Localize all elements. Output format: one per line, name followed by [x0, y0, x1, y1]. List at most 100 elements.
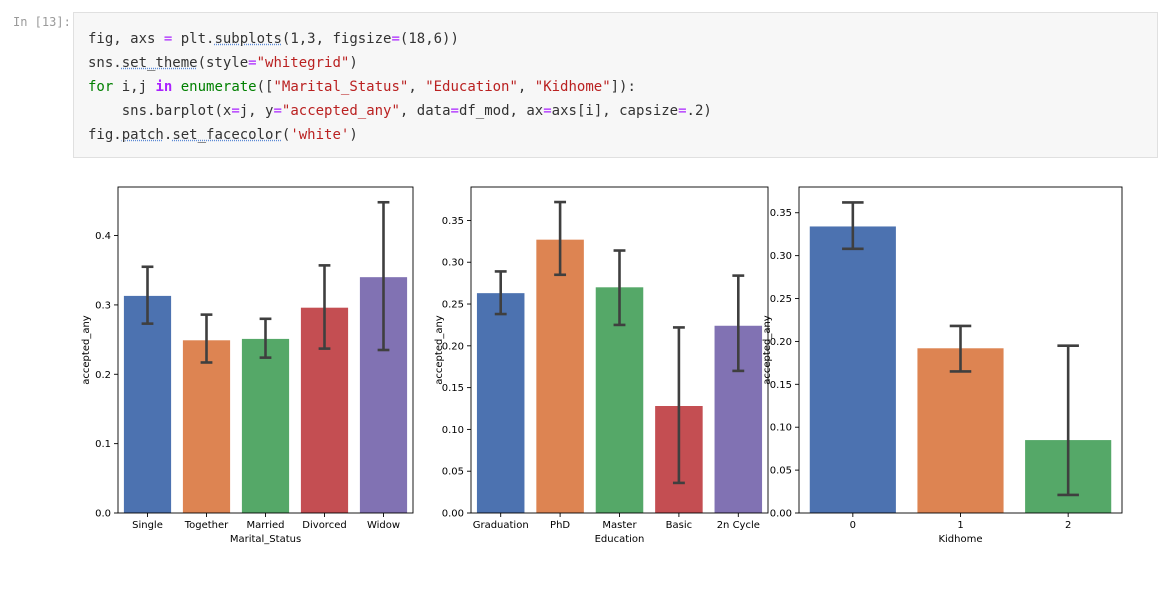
code-token: = — [248, 55, 257, 71]
code-cell[interactable]: fig, axs = plt.subplots(1,3, figsize=(18… — [73, 12, 1158, 158]
x-tick-label: Basic — [666, 520, 692, 531]
y-tick-label: 0.4 — [95, 231, 111, 242]
x-tick-label: Together — [184, 520, 229, 531]
x-tick-label: 0 — [850, 520, 856, 531]
code-token: ) — [349, 55, 358, 71]
code-token: . — [163, 127, 173, 143]
code-line-2: sns.set_theme(style="whitegrid") — [88, 51, 712, 75]
chart-2: 0.00 0.05 0.10 0.15 0.20 0.25 0.30 0.35 Graduati… — [434, 186, 769, 545]
y-tick-label: 0.05 — [770, 466, 792, 477]
bar-Graduation — [476, 293, 525, 513]
x-axis-label: Marital_Status — [230, 534, 301, 545]
bar-1 — [917, 348, 1004, 513]
y-tick-label: 0.15 — [770, 380, 792, 391]
code-line-5: fig.patch.set_facecolor('white') — [88, 123, 712, 147]
code-token: (18,6)) — [399, 31, 459, 47]
code-token: , data — [399, 103, 451, 119]
code-token: = — [543, 103, 552, 119]
code-token: ) — [349, 127, 358, 143]
code-token: "Kidhome" — [534, 79, 611, 95]
code-token: (style — [197, 55, 249, 71]
bar-Together — [182, 340, 231, 513]
code-line-3: for i,j in enumerate(["Marital_Status", … — [88, 75, 712, 99]
code-token: = — [678, 103, 687, 119]
code-token: fig. — [88, 127, 122, 143]
code-token: plt. — [172, 31, 215, 47]
code-token: in — [155, 79, 173, 95]
code-token: subplots — [214, 31, 282, 47]
y-axis-label: accepted_any — [762, 315, 773, 385]
y-tick-label: 0.15 — [442, 383, 464, 394]
code-token: ]): — [610, 79, 636, 95]
y-tick-label: 0.2 — [95, 370, 111, 381]
code-token: j, y — [239, 103, 274, 119]
code-token: ( — [281, 127, 291, 143]
y-axis-label: accepted_any — [81, 315, 92, 385]
code-token: = — [231, 103, 240, 119]
code-token: set_theme — [121, 55, 198, 71]
code-token: = — [450, 103, 459, 119]
code-token: sns. — [88, 103, 156, 119]
y-tick-label: 0.10 — [770, 423, 792, 434]
x-tick-label: Widow — [367, 520, 400, 531]
code-editor[interactable]: fig, axs = plt.subplots(1,3, figsize=(18… — [88, 27, 712, 147]
code-token: df_mod, ax — [458, 103, 544, 119]
code-token: "whitegrid" — [256, 55, 350, 71]
x-tick-label: 2 — [1065, 520, 1071, 531]
code-token: barplot — [155, 103, 215, 119]
x-axis-label: Education — [595, 534, 645, 545]
chart-3: 0.00 0.05 0.10 0.15 0.20 0.25 0.30 0.35 0 1 2 Kidho… — [762, 186, 1123, 545]
x-tick-label: 2n Cycle — [717, 520, 760, 531]
code-token: "Education" — [425, 79, 518, 95]
code-token: enumerate — [180, 79, 257, 95]
x-tick-label: Divorced — [302, 520, 346, 531]
bar-0 — [809, 226, 896, 513]
y-axis-label: accepted_any — [434, 315, 445, 385]
y-tick-label: 0.25 — [770, 294, 792, 305]
code-token: .2) — [686, 103, 712, 119]
cell-prompt: In [13]: — [13, 15, 71, 29]
code-token: = — [163, 31, 173, 47]
code-token: fig, axs — [88, 31, 164, 47]
code-token: , — [408, 79, 426, 95]
y-tick-label: 0.05 — [442, 467, 464, 478]
code-token: axs[i], capsize — [551, 103, 679, 119]
code-line-4: sns.barplot(x=j, y="accepted_any", data=… — [88, 99, 712, 123]
x-axis-label: Kidhome — [938, 534, 982, 545]
code-line-1: fig, axs = plt.subplots(1,3, figsize=(18… — [88, 27, 712, 51]
y-tick-label: 0.0 — [95, 509, 111, 520]
code-token: (x — [214, 103, 232, 119]
code-token: for — [88, 79, 114, 95]
y-tick-label: 0.25 — [442, 300, 464, 311]
y-tick-label: 0.10 — [442, 425, 464, 436]
x-tick-label: Graduation — [473, 520, 529, 531]
code-token: "Marital_Status" — [273, 79, 409, 95]
y-tick-label: 0.3 — [95, 300, 111, 311]
code-token: "accepted_any" — [281, 103, 400, 119]
bar-PhD — [536, 239, 584, 513]
y-tick-label: 0.00 — [442, 509, 464, 520]
x-tick-label: 1 — [957, 520, 963, 531]
code-token: sns. — [88, 55, 122, 71]
x-tick-label: PhD — [550, 520, 570, 531]
y-tick-label: 0.00 — [770, 509, 792, 520]
chart-1: 0.0 0.1 0.2 0.3 0.4 Single Together Married Divo… — [81, 186, 414, 545]
code-token: patch — [121, 127, 164, 143]
x-tick-label: Single — [132, 520, 163, 531]
x-tick-label: Master — [602, 520, 637, 531]
y-tick-label: 0.30 — [442, 258, 464, 269]
y-tick-label: 0.20 — [770, 337, 792, 348]
bar-Single — [123, 295, 172, 513]
code-token: , — [517, 79, 535, 95]
code-token: 'white' — [290, 127, 350, 143]
code-token: = — [391, 31, 400, 47]
code-token: = — [273, 103, 282, 119]
bar-Married — [241, 338, 290, 513]
y-tick-label: 0.35 — [770, 208, 792, 219]
code-token: ([ — [256, 79, 274, 95]
y-tick-label: 0.20 — [442, 341, 464, 352]
y-tick-label: 0.30 — [770, 251, 792, 262]
x-tick-label: Married — [246, 520, 284, 531]
code-token: i,j — [113, 79, 156, 95]
